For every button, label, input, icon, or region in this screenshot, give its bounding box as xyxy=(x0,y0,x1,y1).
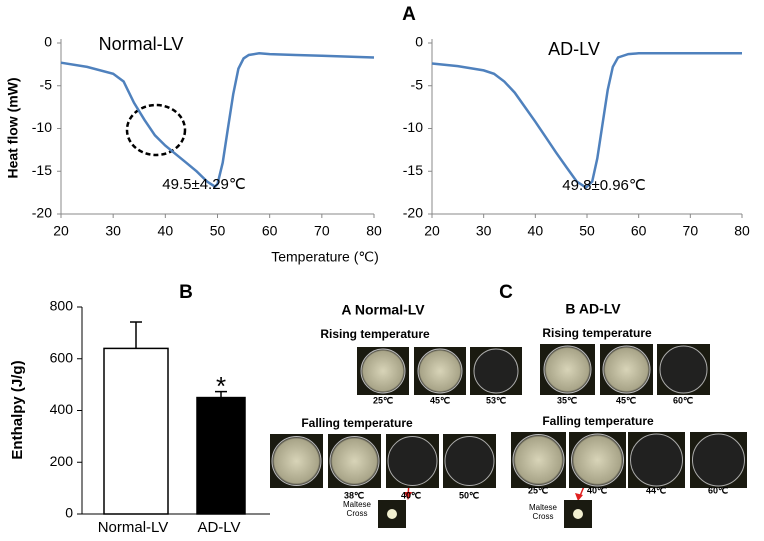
temperature-label: 60℃ xyxy=(673,395,693,405)
x-tick-label: 80 xyxy=(366,223,382,239)
temperature-label: 45℃ xyxy=(430,395,450,405)
temperature-label: 40℃ xyxy=(401,490,421,500)
section-title: Falling temperature xyxy=(301,416,413,430)
x-tick-label: 20 xyxy=(53,223,69,239)
highlight-circle xyxy=(125,103,187,157)
micrograph-disc xyxy=(659,345,708,394)
y-tick-label: 0 xyxy=(65,505,73,521)
inset-cross xyxy=(387,509,397,519)
x-tick-label: 30 xyxy=(476,223,492,239)
inset-label: Maltese Cross xyxy=(529,503,558,521)
micrograph-disc xyxy=(329,436,380,486)
y-axis-label: Heat flow (mW) xyxy=(5,77,21,178)
y-tick-label: 400 xyxy=(50,401,74,417)
line-series xyxy=(431,52,742,190)
arrow-head xyxy=(404,492,412,500)
chart-title: AD-LV xyxy=(548,39,600,59)
inset-cross xyxy=(573,509,583,519)
micrograph-disc xyxy=(271,436,322,486)
inset-label: Maltese Cross xyxy=(343,500,372,518)
temperature-label: 60℃ xyxy=(708,485,728,495)
micrograph-disc xyxy=(512,434,565,486)
x-tick-label: 40 xyxy=(158,223,174,239)
y-tick-label: -15 xyxy=(32,162,52,178)
section-title: Rising temperature xyxy=(320,327,430,341)
temperature-label: 44℃ xyxy=(646,485,666,495)
x-tick-label: 70 xyxy=(683,223,699,239)
bar xyxy=(103,347,169,515)
micrograph-disc xyxy=(692,433,745,487)
x-tick-label: 60 xyxy=(631,223,647,239)
temperature-label: 25℃ xyxy=(528,485,548,495)
x-tick-label: AD-LV xyxy=(197,519,240,536)
x-tick-label: 20 xyxy=(424,223,440,239)
x-tick-label: 30 xyxy=(105,223,121,239)
micrograph-disc xyxy=(630,433,683,487)
y-tick-label: 600 xyxy=(50,349,74,365)
y-tick-label: 200 xyxy=(50,453,74,469)
temperature-label: 45℃ xyxy=(616,395,636,405)
temperature-label: 38℃ xyxy=(344,490,364,500)
annotation: 49.8±0.96℃ xyxy=(562,177,645,194)
temperature-label: 40℃ xyxy=(587,485,607,495)
y-tick-label: 0 xyxy=(415,34,423,50)
y-tick-label: 0 xyxy=(44,34,52,50)
panel-label: B xyxy=(179,282,193,303)
micrograph-disc xyxy=(387,436,438,486)
y-tick-label: -20 xyxy=(403,205,423,221)
y-tick-label: -5 xyxy=(411,76,424,92)
x-tick-label: 80 xyxy=(734,223,750,239)
x-tick-label: 50 xyxy=(579,223,595,239)
y-tick-label: -15 xyxy=(403,162,423,178)
significance: * xyxy=(216,371,226,401)
x-tick-label: 40 xyxy=(528,223,544,239)
y-axis-label: Enthalpy (J/g) xyxy=(9,360,26,459)
chart-title: Normal-LV xyxy=(99,34,184,54)
section-title: Rising temperature xyxy=(542,326,652,340)
x-tick-label: Normal-LV xyxy=(98,519,169,536)
line-series xyxy=(60,52,375,189)
temperature-label: 50℃ xyxy=(459,490,479,500)
x-tick-label: 60 xyxy=(262,223,278,239)
panel-label: A xyxy=(402,4,416,25)
temperature-label: 53℃ xyxy=(486,395,506,405)
group-title: B AD-LV xyxy=(565,301,621,317)
y-tick-label: -20 xyxy=(32,205,52,221)
temperature-label: 35℃ xyxy=(557,395,577,405)
micrograph-disc xyxy=(417,348,463,394)
y-tick-label: -10 xyxy=(403,119,423,135)
y-tick-label: 800 xyxy=(50,298,74,314)
micrograph-disc xyxy=(543,345,592,394)
annotation: 49.5±4.29℃ xyxy=(162,176,245,193)
temperature-label: 25℃ xyxy=(373,395,393,405)
micrograph-disc xyxy=(360,348,406,394)
y-tick-label: -5 xyxy=(40,76,53,92)
x-tick-label: 50 xyxy=(210,223,226,239)
x-tick-label: 70 xyxy=(314,223,330,239)
y-tick-label: -10 xyxy=(32,119,52,135)
micrograph-disc xyxy=(602,345,651,394)
group-title: A Normal-LV xyxy=(341,302,425,318)
x-axis-label: Temperature (℃) xyxy=(271,249,379,265)
micrograph-disc xyxy=(473,348,519,394)
micrograph-disc xyxy=(444,436,495,486)
section-title: Falling temperature xyxy=(542,414,654,428)
arrow-head xyxy=(575,493,583,501)
bar xyxy=(196,396,246,515)
panel-label: C xyxy=(499,282,513,303)
micrograph-disc xyxy=(571,433,624,487)
